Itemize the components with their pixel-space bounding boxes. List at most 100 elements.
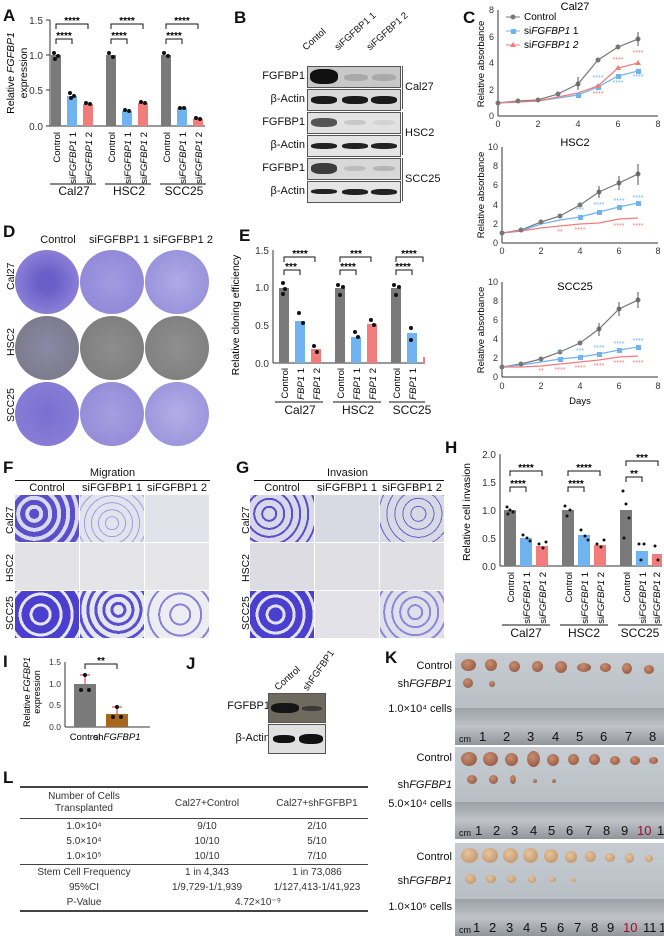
table-row: 1.0×10⁴ 9/10 2/10 <box>66 821 327 832</box>
panel-k-control-1: Control <box>416 660 452 672</box>
svg-text:****: **** <box>633 360 644 367</box>
svg-text:4: 4 <box>493 334 498 344</box>
dish-scc25-control <box>15 382 79 446</box>
svg-text:4: 4 <box>489 58 494 68</box>
panel-h-group-scc25: SCC25 <box>620 626 660 640</box>
panel-k-sh-2: shFGFBP1 <box>397 779 452 791</box>
svg-text:Relative FGFBP1: Relative FGFBP1 <box>5 32 17 114</box>
panel-f-title: Migration <box>89 467 136 479</box>
panel-b-cell-hsc2: HSC2 <box>405 127 435 139</box>
dish-scc25-si1 <box>80 382 144 446</box>
svg-text:siFGFBP1 1: siFGFBP1 1 <box>296 368 307 400</box>
svg-text:8: 8 <box>489 5 494 15</box>
svg-text:Relative cell invasion: Relative cell invasion <box>461 463 473 561</box>
well-g-scc25-si2 <box>380 591 444 638</box>
panel-g-label: G <box>236 458 250 477</box>
svg-text:siFGFBP1 2: siFGFBP1 2 <box>652 572 663 624</box>
svg-text:****: **** <box>594 363 605 370</box>
svg-text:0: 0 <box>493 372 498 382</box>
svg-text:siFGFBP1 2: siFGFBP1 2 <box>312 368 323 400</box>
panel-k-control-3: Control <box>416 851 452 863</box>
svg-text:0: 0 <box>489 111 494 121</box>
panel-f-col-si2: siFGFBP1 2 <box>147 482 207 494</box>
svg-text:***: *** <box>285 262 297 273</box>
svg-text:siFGFBP1 1: siFGFBP1 1 <box>68 132 79 184</box>
dish-hsc2-control <box>15 316 79 380</box>
panel-f-label: F <box>3 458 14 477</box>
panel-k-dose-3: 1.0×10⁵ cells <box>388 901 452 913</box>
tumor-photo-2: cm 1 2 3 4 5 6 7 8 9 10 1 <box>455 747 664 839</box>
panel-f-col-si1: siFGFBP1 1 <box>82 482 142 494</box>
svg-text:siFGFBP1 1: siFGFBP1 1 <box>522 572 533 624</box>
panel-e-label: E <box>239 226 251 245</box>
svg-text:shFGFBP1: shFGFBP1 <box>94 732 141 740</box>
panel-f-col-control: Control <box>29 482 65 494</box>
panel-e-group-scc25: SCC25 <box>392 403 432 417</box>
svg-text:**: ** <box>557 350 563 357</box>
svg-text:1.5: 1.5 <box>49 657 61 667</box>
svg-text:****: **** <box>613 80 624 87</box>
svg-text:Cal27: Cal27 <box>561 1 590 13</box>
svg-text:**: ** <box>557 229 563 236</box>
svg-text:****: **** <box>292 249 308 260</box>
svg-text:****: **** <box>174 16 190 27</box>
svg-text:8: 8 <box>655 119 660 129</box>
svg-text:0: 0 <box>493 238 498 248</box>
svg-text:0.5: 0.5 <box>49 700 61 710</box>
svg-text:HSC2: HSC2 <box>560 137 589 149</box>
panel-k-dose-2: 5.0×10⁴ cells <box>388 798 452 810</box>
panel-a-bar-chart: 1.5 1.0 0.5 0.0 Relative FGFBP1 expressi… <box>5 16 206 185</box>
svg-text:siFGFBP1 2: siFGFBP1 2 <box>538 572 549 624</box>
svg-text:6: 6 <box>616 381 621 391</box>
svg-text:****: **** <box>613 57 624 64</box>
svg-text:1.0: 1.0 <box>49 679 61 689</box>
tumor-photo-1: cm 1 2 3 4 5 6 7 8 <box>455 653 664 745</box>
svg-text:0.0: 0.0 <box>255 359 269 370</box>
panel-b-actin-hsc2: β-Actin <box>270 139 305 151</box>
panel-d-col-control: Control <box>40 234 76 246</box>
panel-d-label: D <box>3 222 16 241</box>
well-g-cal27-si2 <box>380 495 444 542</box>
svg-text:8: 8 <box>493 296 498 306</box>
svg-text:****: **** <box>593 75 604 82</box>
svg-text:Control: Control <box>162 132 173 163</box>
svg-text:****: **** <box>166 31 182 42</box>
svg-text:**: ** <box>575 95 581 102</box>
svg-text:****: **** <box>633 74 644 81</box>
dish-hsc2-si2 <box>145 316 209 380</box>
well-f-hsc2-si2 <box>145 543 209 590</box>
svg-text:**: ** <box>630 469 638 480</box>
svg-text:expression: expression <box>18 47 30 98</box>
svg-text:0: 0 <box>499 246 504 256</box>
panel-h-group-hsc2: HSC2 <box>567 626 600 640</box>
dish-cal27-si2 <box>145 250 209 314</box>
panel-c-xlabel: Days <box>569 396 591 407</box>
svg-text:****: **** <box>576 463 592 474</box>
svg-text:2: 2 <box>493 219 498 229</box>
svg-text:4: 4 <box>577 246 582 256</box>
svg-text:0.0: 0.0 <box>49 722 61 732</box>
svg-text:10: 10 <box>488 277 498 287</box>
svg-text:****: **** <box>111 31 127 42</box>
well-f-scc25-control <box>15 591 79 638</box>
svg-text:Control: Control <box>52 132 63 163</box>
legend-control: Control <box>524 12 556 23</box>
svg-text:****: **** <box>614 360 625 367</box>
panel-b-fgfbp1-cal27: FGFBP1 <box>262 70 305 82</box>
blot-actin-scc25 <box>307 181 401 203</box>
svg-text:Relative cloning efficiency: Relative cloning efficiency <box>230 254 242 375</box>
panel-j-fgfbp1: FGFBP1 <box>227 700 270 712</box>
panel-c-line-charts: Cal27 8 6 4 2 0 0 2 4 6 8 Relative absorbance **… <box>476 1 661 407</box>
svg-text:SCC25: SCC25 <box>557 281 592 293</box>
dish-hsc2-si1 <box>80 316 144 380</box>
svg-text:siFGFBP1 2: siFGFBP1 2 <box>139 132 150 184</box>
panel-h-label: H <box>445 438 458 457</box>
svg-text:2: 2 <box>493 353 498 363</box>
svg-text:siFGFBP1 2: siFGFBP1 2 <box>368 368 379 400</box>
svg-text:Control: Control <box>107 132 118 163</box>
svg-text:****: **** <box>555 367 566 374</box>
panel-d-col-si2: siFGFBP1 2 <box>153 234 213 246</box>
panel-l-label: L <box>3 768 14 787</box>
svg-text:2.0: 2.0 <box>482 450 496 461</box>
svg-text:10: 10 <box>488 142 498 152</box>
